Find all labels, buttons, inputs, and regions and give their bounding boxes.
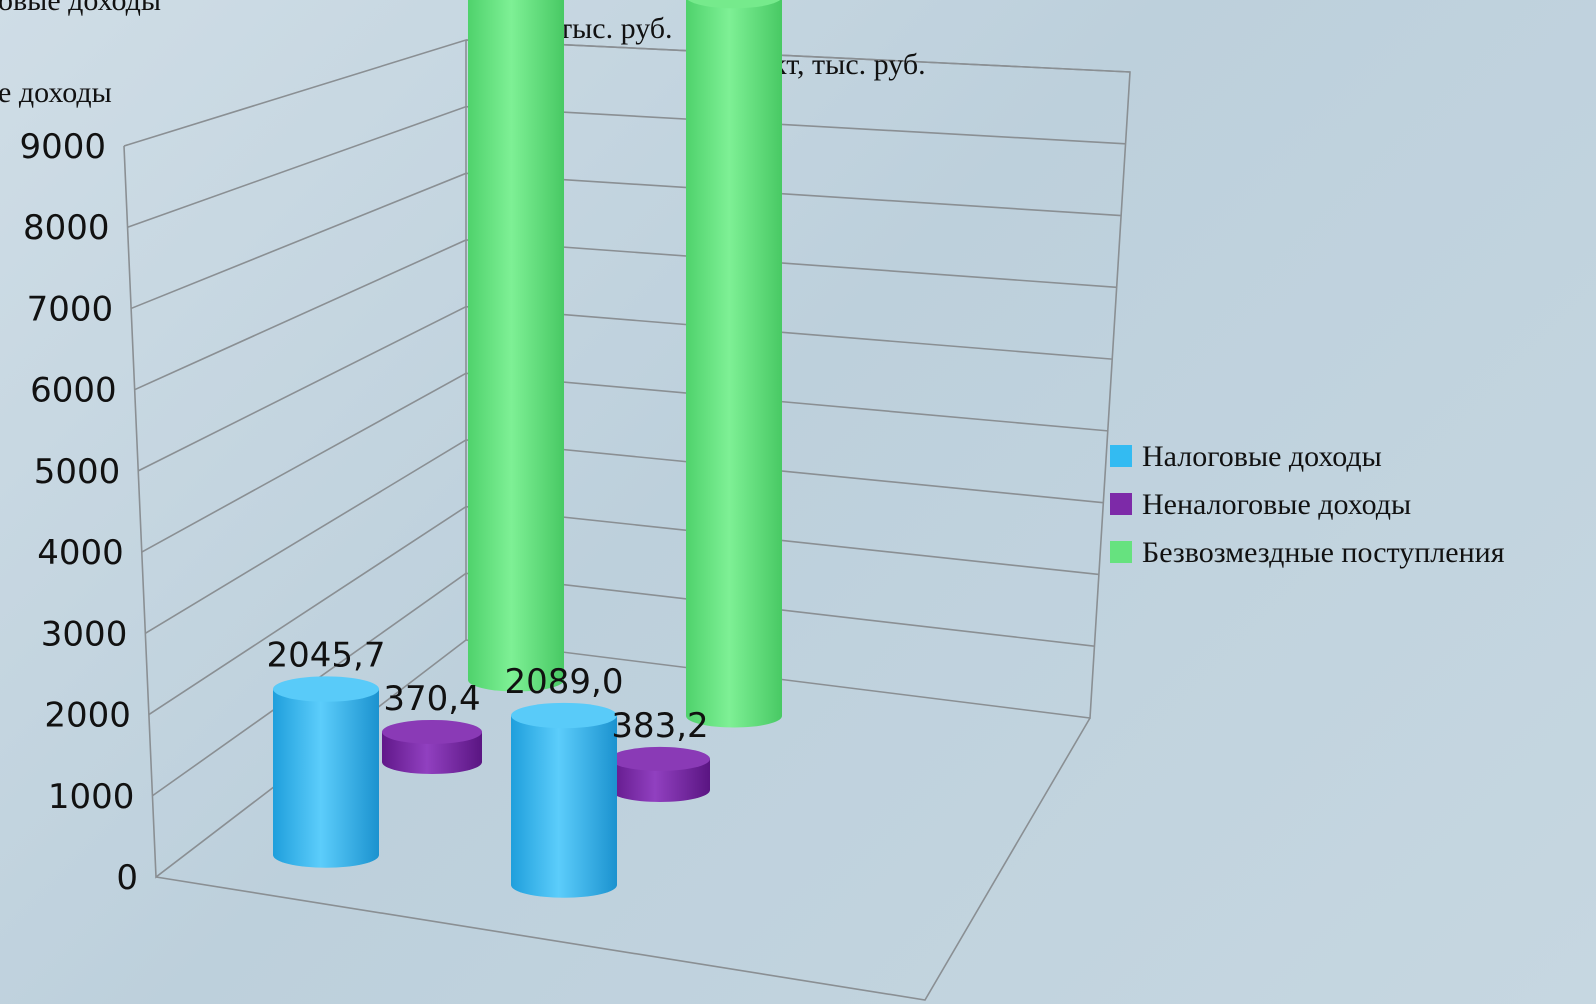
bar-cylinder [686, 0, 782, 728]
bar-body [511, 715, 617, 898]
data-label: 370,4 [383, 679, 480, 719]
bar-body [468, 0, 564, 692]
y-tick-label: 1000 [48, 777, 135, 817]
back-wall-edge [465, 39, 1131, 719]
clipped-label-top: овые доходы [0, 0, 161, 17]
bar-body [382, 731, 482, 774]
legend-label-grants: Безвозмездные поступления [1142, 536, 1505, 569]
y-tick-label: 0 [116, 858, 138, 898]
y-tick-label: 7000 [27, 289, 114, 329]
gridline [127, 105, 1126, 228]
bar-cylinder [382, 719, 482, 774]
gridline [151, 572, 1095, 797]
y-tick-label: 9000 [19, 127, 106, 167]
bar-top [511, 702, 617, 729]
gridline [148, 505, 1099, 716]
legend-swatch-nontax [1110, 493, 1132, 515]
bar-body [610, 758, 710, 802]
legend: Налоговые доходы Неналоговые доходы Безв… [1110, 440, 1505, 569]
legend-swatch-tax [1110, 445, 1132, 467]
bar-cylinder [468, 0, 564, 692]
bar-top [610, 746, 710, 771]
bar-cylinder [511, 702, 617, 898]
y-tick-label: 6000 [30, 371, 117, 411]
y-tick-label: 5000 [34, 452, 121, 492]
gridline [134, 239, 1117, 391]
bars [273, 0, 782, 898]
y-axis-ticks: 0 1000 2000 3000 4000 5000 6000 7000 8000 9000 [19, 127, 138, 898]
legend-label-nontax: Неналоговые доходы [1142, 488, 1411, 521]
clipped-label-second: е доходы [0, 76, 112, 109]
bar-top [687, 0, 781, 9]
bar-cylinder [610, 746, 710, 802]
legend-label-tax: Налоговые доходы [1142, 440, 1382, 473]
y-tick-label: 2000 [44, 696, 131, 736]
bar-body [686, 0, 782, 728]
gridline [130, 172, 1122, 310]
data-label: 383,2 [611, 706, 708, 746]
chart-grid [123, 39, 1131, 1001]
gridline [144, 439, 1104, 635]
bar-cylinder [273, 676, 379, 868]
gridline [137, 305, 1113, 472]
bar-body [273, 689, 379, 868]
bar-top [382, 719, 482, 744]
gridline [141, 372, 1108, 553]
y-tick-label: 4000 [37, 533, 124, 573]
y-tick-label: 8000 [23, 208, 110, 248]
data-label: 2045,7 [267, 635, 386, 675]
bar-top [273, 676, 379, 702]
legend-swatch-grants [1110, 541, 1132, 563]
floor-edge [155, 717, 1091, 1001]
gridline [123, 39, 1131, 147]
y-tick-label: 3000 [41, 614, 128, 654]
data-label: 2089,0 [505, 662, 624, 702]
